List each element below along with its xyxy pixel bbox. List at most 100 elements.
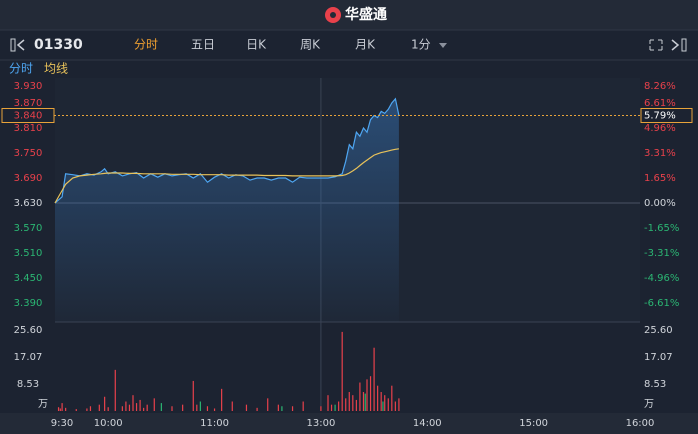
logo-icon-hole [330, 12, 336, 18]
x-tick-label: 10:00 [94, 418, 123, 429]
y-tick-label: 3.390 [14, 298, 43, 309]
volume-bar [114, 369, 116, 411]
volume-tick-label-right: 17.07 [644, 352, 673, 363]
volume-bar [338, 401, 340, 411]
y2-tick-label: 8.26% [644, 81, 676, 92]
volume-bar [341, 331, 343, 411]
back-icon-arrow [16, 39, 25, 51]
dropdown-arrow[interactable] [439, 43, 447, 48]
tab[interactable]: 周K [300, 38, 321, 52]
collapse-bar [681, 38, 687, 52]
volume-bar [213, 408, 216, 411]
volume-bar [231, 401, 233, 411]
time-axis-band [0, 413, 698, 434]
volume-bar [61, 403, 63, 411]
y2-tick-label: -1.65% [644, 223, 679, 234]
volume-bar [281, 406, 283, 411]
tab[interactable]: 日K [246, 38, 267, 52]
interval-dropdown[interactable]: 1分 [411, 38, 431, 52]
tab[interactable]: 月K [355, 38, 376, 52]
x-tick-label: 9:30 [51, 418, 73, 429]
current-price: 3.840 [14, 111, 43, 122]
volume-tick-label-right: 25.60 [644, 325, 673, 336]
volume-bar [132, 395, 134, 411]
volume-bar [355, 399, 357, 411]
y-tick-label: 3.870 [14, 98, 43, 109]
volume-bar [277, 404, 279, 411]
back-icon-bar [10, 38, 16, 52]
volume-bar [171, 406, 173, 411]
volume-bar [362, 392, 365, 411]
volume-bar [380, 392, 382, 411]
volume-bar [196, 404, 198, 411]
y2-tick-label: -4.96% [644, 273, 679, 284]
y2-tick-label: 0.00% [644, 198, 676, 209]
volume-bar [98, 404, 100, 411]
current-price-box [1, 108, 55, 123]
back-icon[interactable] [10, 38, 25, 52]
y-tick-label: 3.510 [14, 248, 43, 259]
volume-bar [327, 395, 329, 411]
current-pct-box [640, 108, 693, 123]
volume-bar [143, 407, 145, 411]
tab[interactable]: 分时 [134, 38, 158, 52]
volume-bar [104, 396, 106, 411]
volume-unit-right: 万 [644, 399, 654, 410]
volume-tick-label: 17.07 [14, 352, 43, 363]
top-bar [0, 0, 698, 30]
fullscreen-icon[interactable] [649, 39, 663, 51]
volume-bar [320, 406, 322, 411]
volume-bar [359, 382, 361, 411]
volume-bar [245, 404, 248, 411]
volume-bar [330, 404, 333, 411]
collapse-icon[interactable] [671, 38, 687, 52]
y-tick-label: 3.570 [14, 223, 43, 234]
volume-bar [86, 408, 88, 411]
volume-bar [125, 401, 127, 411]
volume-bar [352, 395, 354, 411]
fullscreen-glyph [649, 39, 663, 51]
volume-bar [135, 403, 138, 411]
volume-bar [107, 407, 109, 411]
volume-bar [182, 404, 184, 411]
volume-bar [394, 401, 396, 411]
x-tick-label: 14:00 [413, 418, 442, 429]
y-tick-label: 3.930 [14, 81, 43, 92]
volume-bar [75, 409, 77, 411]
volume-bar [139, 399, 141, 411]
volume-tick-label: 25.60 [14, 325, 43, 336]
x-tick-label: 13:00 [306, 418, 335, 429]
y-tick-label: 3.690 [14, 173, 43, 184]
tab[interactable]: 五日 [191, 38, 215, 52]
volume-bar [382, 401, 384, 411]
volume-bar [153, 398, 155, 411]
y2-tick-label: 1.65% [644, 173, 676, 184]
x-tick-label: 11:00 [200, 418, 229, 429]
volume-bar [89, 406, 92, 411]
volume-bar [199, 401, 201, 411]
y2-tick-label: -3.31% [644, 248, 679, 259]
volume-tick-label: 8.53 [17, 379, 39, 390]
volume-unit: 万 [38, 399, 48, 410]
volume-bar [366, 379, 368, 411]
y-tick-label: 3.450 [14, 273, 43, 284]
volume-bar [192, 380, 194, 411]
volume-bar [291, 406, 294, 411]
volume-bar [59, 408, 61, 411]
volume-bar [121, 406, 123, 411]
volume-bar [391, 385, 393, 411]
legend-entry: 均线 [44, 62, 68, 76]
current-pct: 5.79% [644, 111, 676, 122]
collapse-arrow [671, 39, 680, 51]
y2-tick-label: 3.31% [644, 148, 676, 159]
y2-tick-label: 6.61% [644, 98, 676, 109]
volume-bar [302, 401, 304, 411]
volume-bar [334, 404, 336, 411]
price-area [55, 98, 399, 322]
volume-bar [267, 398, 269, 411]
x-tick-label: 16:00 [626, 418, 655, 429]
volume-bar [377, 385, 379, 411]
volume-bar [348, 392, 350, 411]
volume-bar [128, 404, 131, 411]
